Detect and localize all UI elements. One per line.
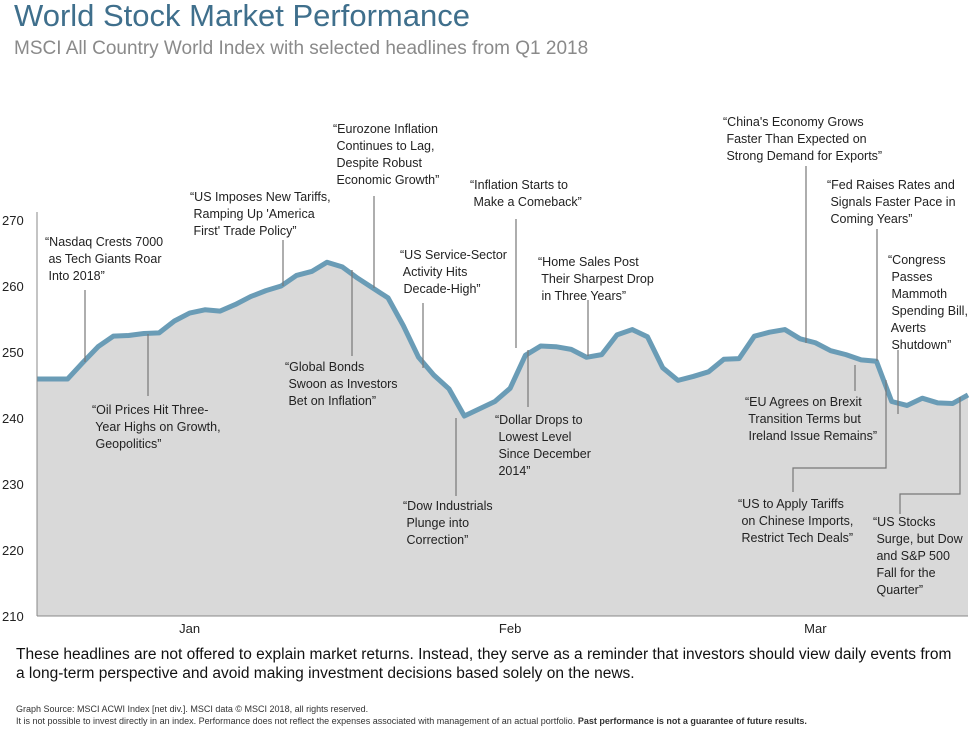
headline-annotation: “Fed Raises Rates and Signals Faster Pac… <box>827 178 956 226</box>
x-tick-label-jan: Jan <box>179 621 200 636</box>
headline-annotation: “Dow Industrials Plunge into Correction” <box>403 499 493 547</box>
headline-annotation: “US Imposes New Tariffs, Ramping Up 'Ame… <box>190 190 331 238</box>
series-line <box>37 259 970 419</box>
headline-annotation: “US to Apply Tariffs on Chinese Imports,… <box>738 497 854 545</box>
leader-line <box>792 380 887 492</box>
y-tick-label: 210 <box>2 609 24 624</box>
disclaimer-note: These headlines are not offered to expla… <box>16 646 952 682</box>
y-tick-label: 240 <box>2 411 24 426</box>
leader-lines <box>84 166 961 514</box>
y-tick-label: 230 <box>2 477 24 492</box>
headline-annotation: “US Stocks Surge, but Dow and S&P 500 Fa… <box>873 515 963 597</box>
headline-annotation: “Home Sales Post Their Sharpest Drop in … <box>538 255 654 303</box>
headline-annotation: “Dollar Drops to Lowest Level Since Dece… <box>495 413 591 478</box>
headline-annotation: “China's Economy Grows Faster Than Expec… <box>723 115 883 163</box>
disclaimer-bold: Past performance is not a guarantee of f… <box>577 716 807 726</box>
x-tick-label-feb: Feb <box>499 621 521 636</box>
y-tick-label: 260 <box>2 279 24 294</box>
graph-source: Graph Source: MSCI ACWI Index [net div.]… <box>16 704 369 714</box>
y-tick-label: 220 <box>2 543 24 558</box>
y-tick-label: 270 <box>2 213 24 228</box>
headline-annotation: “Oil Prices Hit Three- Year Highs on Gro… <box>92 403 221 451</box>
headline-annotation: “US Service-Sector Activity Hits Decade-… <box>400 248 507 296</box>
headline-annotation: “Nasdaq Crests 7000 as Tech Giants Roar … <box>45 235 164 283</box>
headline-annotation: “Global Bonds Swoon as Investors Bet on … <box>285 360 398 408</box>
x-tick-label-mar: Mar <box>804 621 827 636</box>
y-tick-label: 250 <box>2 345 24 360</box>
headline-annotation: “Congress Passes Mammoth Spending Bill, … <box>888 253 968 352</box>
footer-disclaimer: It is not possible to invest directly in… <box>16 716 807 726</box>
headline-annotation: “Inflation Starts to Make a Comeback” <box>470 178 582 209</box>
disclaimer-text: It is not possible to invest directly in… <box>16 716 576 726</box>
chart-title: World Stock Market Performance <box>14 0 470 33</box>
headline-annotation: “Eurozone Inflation Continues to Lag, De… <box>333 122 440 187</box>
leader-line <box>899 397 961 514</box>
chart-plot: 210 220 230 240 250 260 270 Jan Feb Mar <box>2 166 970 636</box>
chart-subtitle: MSCI All Country World Index with select… <box>14 38 589 59</box>
headline-annotation: “EU Agrees on Brexit Transition Terms bu… <box>745 395 878 443</box>
area-fill <box>37 262 968 616</box>
